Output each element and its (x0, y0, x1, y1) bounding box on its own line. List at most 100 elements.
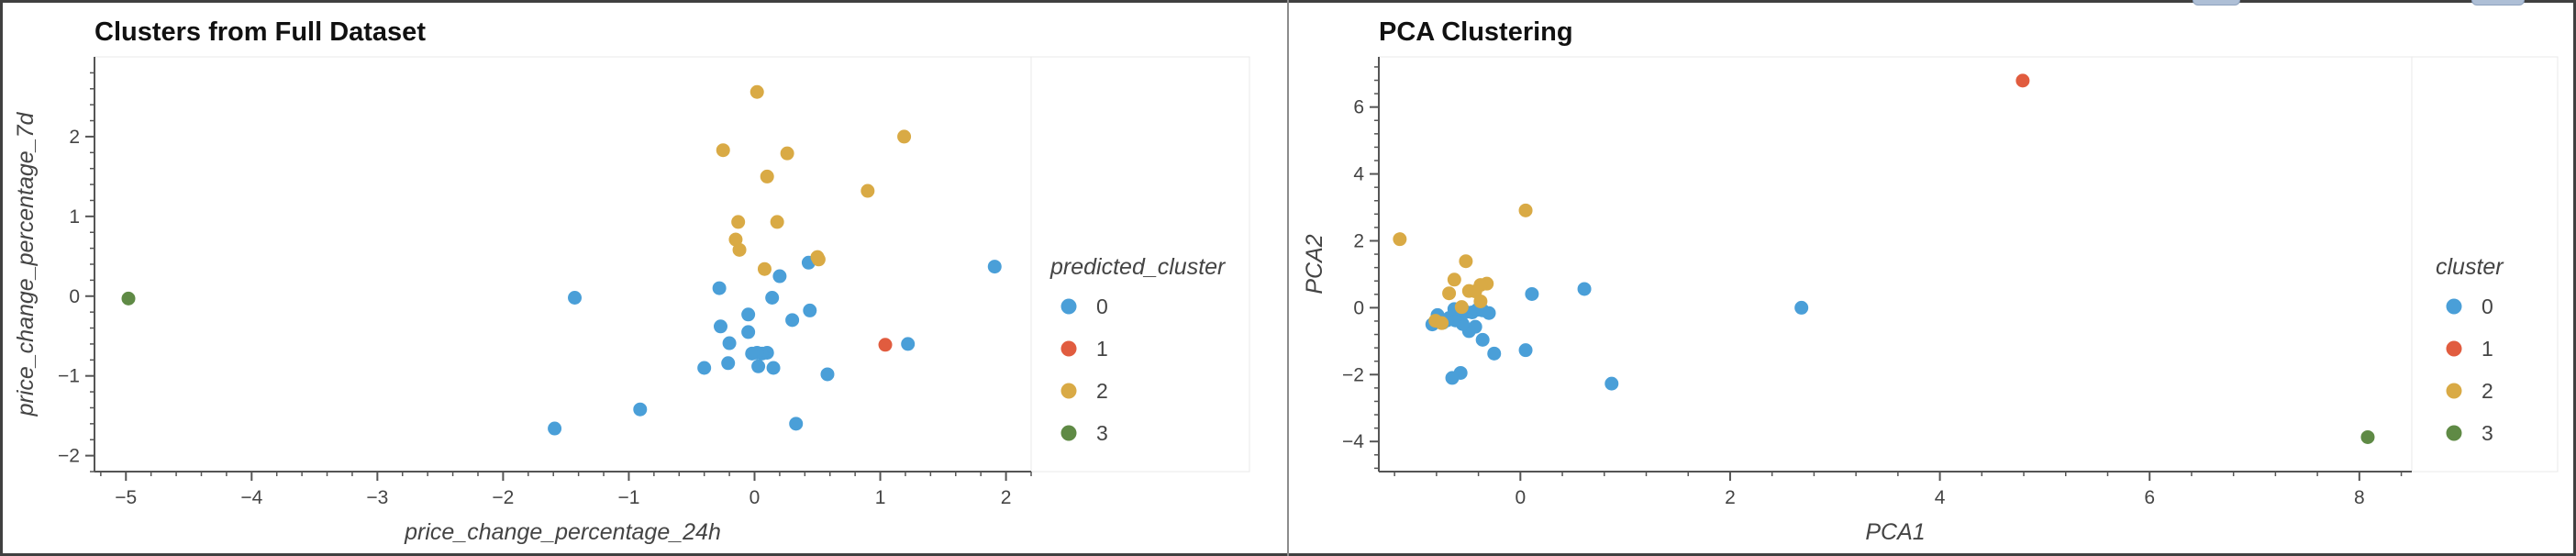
data-point-cluster-0 (789, 417, 804, 431)
y-axis-label: price_change_percentage_7d (13, 111, 39, 417)
legend-label: 0 (2482, 295, 2493, 318)
data-point-cluster-2 (716, 143, 730, 158)
x-tick-label: 4 (1935, 487, 1946, 508)
legend-label: 3 (1096, 421, 1108, 445)
chart-panel-pca: PCA Clustering 0 2 4 6 8 −4 −2 0 2 4 6 PCA1 PCA2 clust… (1289, 0, 2576, 556)
legend-marker-0 (2446, 298, 2462, 315)
chart-title: PCA Clustering (1379, 17, 1573, 47)
x-axis-label: PCA1 (1865, 519, 1925, 545)
x-tick-label: 8 (2354, 487, 2365, 508)
data-point-cluster-0 (766, 361, 781, 375)
data-point-cluster-3 (121, 291, 136, 306)
y-tick-label: 0 (1353, 297, 1364, 318)
data-point-cluster-2 (732, 242, 747, 257)
data-point-cluster-0 (745, 346, 760, 361)
x-tick-label: 0 (749, 487, 761, 508)
y-tick-label: −2 (58, 446, 80, 467)
data-point-cluster-1 (878, 338, 893, 352)
y-tick-label: 4 (1353, 164, 1364, 185)
data-point-cluster-0 (1518, 343, 1533, 358)
legend-label: 0 (1096, 295, 1108, 318)
x-tick-label: 6 (2144, 487, 2155, 508)
x-tick-label: 2 (1725, 487, 1736, 508)
data-point-cluster-2 (731, 215, 746, 229)
data-point-cluster-0 (803, 303, 817, 317)
data-point-cluster-2 (1442, 286, 1457, 301)
data-point-cluster-0 (741, 325, 756, 339)
data-point-cluster-0 (722, 336, 737, 350)
data-point-cluster-0 (1482, 306, 1496, 320)
data-point-cluster-0 (901, 337, 916, 351)
data-point-cluster-0 (1604, 376, 1619, 391)
legend-marker-0 (1060, 298, 1077, 315)
data-point-cluster-0 (751, 359, 766, 373)
data-point-cluster-2 (1435, 316, 1449, 330)
data-point-cluster-0 (721, 356, 736, 371)
data-point-cluster-2 (1454, 300, 1469, 315)
data-point-cluster-2 (757, 261, 772, 276)
data-point-cluster-0 (741, 307, 756, 322)
data-point-cluster-2 (1473, 294, 1488, 308)
data-point-cluster-0 (785, 313, 800, 328)
y-tick-label: 2 (69, 127, 80, 148)
x-tick-label: −5 (115, 487, 137, 508)
x-tick-label: −4 (240, 487, 262, 508)
chart-title: Clusters from Full Dataset (94, 17, 426, 47)
y-tick-label: 0 (69, 286, 80, 307)
x-axis-label: price_change_percentage_24h (404, 519, 721, 545)
data-point-cluster-2 (1459, 254, 1473, 269)
y-tick-label: 2 (1353, 230, 1364, 251)
legend-marker-1 (1060, 340, 1077, 357)
legend-label: 2 (2482, 379, 2493, 403)
legend-title: predicted_cluster (1049, 254, 1227, 280)
data-point-cluster-0 (765, 291, 780, 306)
legend-label: 3 (2482, 421, 2493, 445)
y-tick-label: 1 (69, 206, 80, 228)
x-tick-label: −3 (366, 487, 388, 508)
legend-marker-2 (2446, 383, 2462, 399)
scatter-chart-pca: PCA Clustering 0 2 4 6 8 −4 −2 0 2 4 6 PCA1 PCA2 clust… (1302, 17, 2559, 545)
data-point-cluster-2 (770, 215, 784, 229)
panel-divider (1287, 0, 1289, 556)
legend-label: 1 (2482, 337, 2493, 361)
data-point-cluster-0 (1445, 371, 1460, 385)
data-point-cluster-0 (772, 269, 787, 284)
data-point-cluster-0 (697, 361, 712, 375)
legend-marker-3 (1060, 425, 1077, 441)
data-point-cluster-3 (2360, 429, 2375, 444)
data-point-cluster-2 (861, 183, 875, 198)
scatter-chart-full-dataset: Clusters from Full Dataset −5 −4 −3 −2 −1 0 1 2 −… (13, 17, 1250, 545)
legend-marker-2 (1060, 383, 1077, 399)
legend-label: 2 (1096, 379, 1108, 403)
y-tick-label: −4 (1342, 431, 1364, 452)
data-point-cluster-0 (820, 367, 835, 382)
y-tick-label: 6 (1353, 97, 1364, 118)
data-point-cluster-0 (1475, 332, 1490, 347)
data-point-cluster-0 (987, 260, 1002, 274)
y-axis-label: PCA2 (1302, 234, 1327, 294)
data-point-cluster-0 (633, 402, 648, 417)
data-point-cluster-0 (1577, 282, 1592, 296)
data-point-cluster-0 (548, 421, 562, 436)
data-point-cluster-2 (1447, 272, 1461, 287)
x-tick-label: 0 (1515, 487, 1526, 508)
plot-frame (1378, 56, 2559, 473)
data-point-cluster-1 (2015, 73, 2030, 88)
data-point-cluster-2 (780, 146, 794, 161)
legend-label: 1 (1096, 337, 1108, 361)
data-point-cluster-2 (1393, 232, 1407, 247)
y-tick-label: −1 (58, 366, 80, 387)
data-point-cluster-2 (1518, 203, 1533, 217)
legend-marker-3 (2446, 425, 2462, 441)
data-point-cluster-0 (1487, 346, 1502, 361)
data-point-cluster-0 (1794, 300, 1809, 315)
data-point-cluster-2 (811, 252, 826, 267)
x-tick-label: 2 (1001, 487, 1012, 508)
data-point-cluster-0 (712, 281, 727, 295)
data-point-cluster-0 (1525, 286, 1539, 301)
x-tick-label: 1 (875, 487, 886, 508)
data-point-cluster-2 (897, 129, 912, 144)
data-point-cluster-0 (713, 319, 727, 334)
x-tick-label: −2 (492, 487, 514, 508)
legend-marker-1 (2446, 340, 2462, 357)
